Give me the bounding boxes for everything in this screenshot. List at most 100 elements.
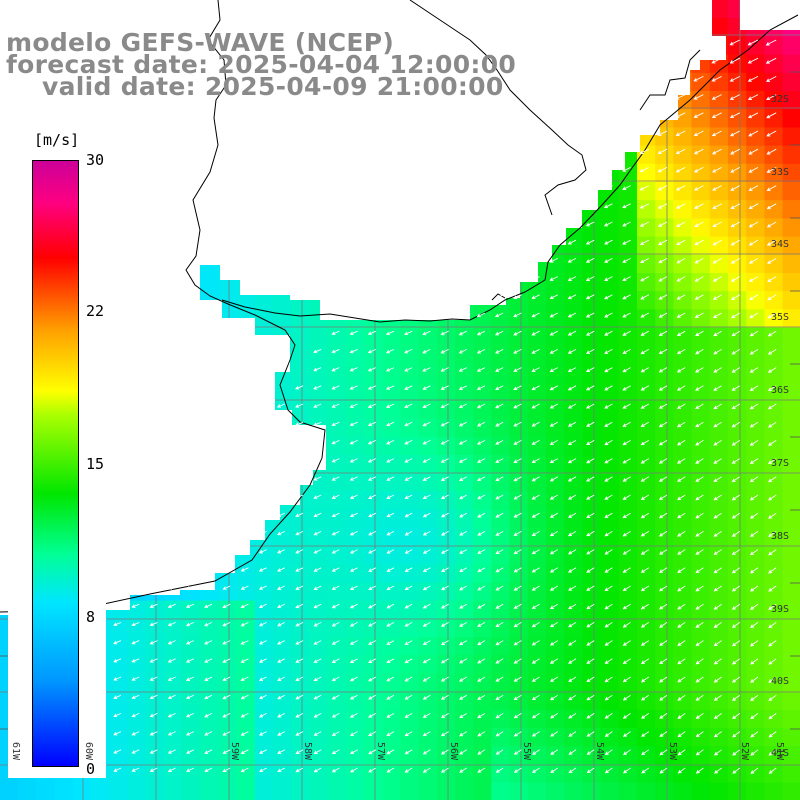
lat-label-33s: 33S [771,167,790,178]
wind-arrow [131,567,140,572]
wind-arrow [641,767,650,774]
wind-arrow [713,585,722,592]
wind-arrow [765,76,777,82]
wind-arrow [677,567,686,573]
wind-arrow [349,767,358,773]
wind-arrow [404,713,413,718]
wind-arrow [167,749,176,754]
wind-arrow [657,166,668,173]
wind-arrow [167,621,176,627]
wind-arrow [331,731,340,736]
wind-arrow [295,549,304,554]
lat-label-34s: 34S [771,239,790,250]
wind-arrow [386,458,395,463]
wind-arrow [695,476,704,482]
wind-arrow [586,603,595,610]
wind-arrow [604,731,613,737]
wind-arrow [186,567,194,572]
wind-arrow [550,731,559,737]
wind-arrow [440,676,449,682]
wind-arrow [658,367,668,373]
wind-arrow [331,767,340,773]
wind-arrow [331,549,340,554]
wind-arrow [276,476,285,481]
wind-arrow [731,367,741,373]
wind-arrow [639,203,650,209]
wind-arrow [385,403,395,408]
wind-arrow [167,549,176,554]
wind-arrow [604,749,613,756]
wind-arrow [368,767,377,773]
wind-arrow [749,312,759,319]
wind-arrow [149,767,158,772]
wind-arrow [676,239,686,246]
wind-arrow [586,476,595,482]
wind-arrow [477,531,486,536]
wind-arrow [167,640,176,645]
wind-arrow [458,640,468,646]
wind-arrow [277,658,286,663]
wind-arrow [185,676,194,681]
wind-arrow [585,330,595,336]
wind-arrow [404,421,413,427]
wind-arrow [622,676,631,683]
wind-arrow [313,567,322,572]
wind-arrow [313,476,322,481]
lon-label-60w: 60W [83,742,94,761]
wind-arrow [640,367,650,373]
wind-arrow [422,312,431,317]
wind-arrow [750,749,759,756]
wind-arrow [258,530,267,536]
wind-arrow [731,622,741,628]
wind-arrow [712,221,722,228]
wind-arrow [659,731,668,738]
wind-arrow [295,749,304,754]
wind-arrow [113,731,122,736]
wind-arrow [313,749,322,754]
wind-arrow [404,749,413,755]
wind-arrow [149,749,158,754]
wind-arrow [730,203,741,209]
wind-arrow [766,221,777,228]
wind-arrow [677,476,686,482]
wind-arrow [659,640,668,646]
wind-arrow [586,531,595,537]
wind-arrow [149,676,158,681]
wind-arrow [731,603,741,610]
wind-arrow [604,367,613,373]
wind-arrow [149,530,158,535]
wind-arrow [258,621,267,627]
wind-arrow [622,367,631,373]
wind-arrow [639,148,649,154]
wind-arrow [622,403,631,409]
wind-arrow [550,676,559,682]
wind-arrow [349,622,358,627]
wind-arrow [440,385,449,390]
wind-arrow [694,294,704,300]
wind-arrow [531,348,540,354]
wind-arrow [331,512,340,518]
wind-arrow [603,185,613,190]
wind-arrow [495,622,504,627]
wind-arrow [313,348,322,354]
wind-arrow [167,694,176,700]
wind-arrow [531,676,540,682]
wind-arrow [767,403,777,410]
wind-arrow [604,694,613,701]
wind-arrow [748,258,759,264]
wind-arrow [730,221,741,228]
wind-arrow [477,603,486,609]
wind-arrow [549,385,559,391]
wind-arrow [404,676,413,682]
wind-arrow [258,603,267,609]
wind-arrow [277,712,286,718]
wind-arrow [277,585,285,590]
wind-arrow [586,731,595,737]
wind-arrow [349,367,358,372]
wind-arrow [222,749,231,754]
wind-arrow [222,621,231,627]
wind-arrow [204,658,213,663]
wind-arrow [204,549,213,554]
wind-arrow [604,585,613,592]
wind-arrow [531,458,540,464]
